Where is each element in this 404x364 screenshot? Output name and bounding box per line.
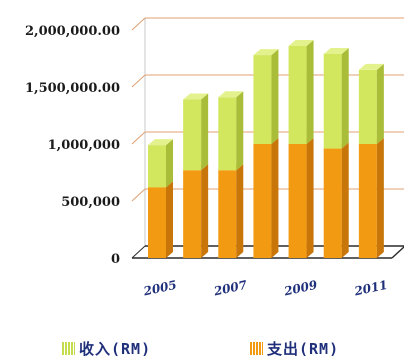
bar-income-2010	[323, 47, 349, 149]
bar-income-2007-side	[236, 91, 244, 171]
bar-income-2006-side	[201, 93, 209, 171]
x-axis-ticks: 2005 2007 2009 2011	[141, 278, 388, 299]
bar-expense-2010-front	[323, 148, 342, 258]
bar-expense-2008	[253, 138, 279, 258]
legend-item-income: 收入(RM)	[62, 338, 151, 359]
bar-expense-2006-side	[201, 164, 209, 258]
x-tick-label: 2009	[282, 278, 319, 299]
bar-expense-2009-front	[288, 144, 307, 258]
bar-income-2008-front	[253, 55, 272, 144]
bar-expense-2011-side	[376, 138, 384, 258]
chart-bars	[148, 39, 384, 258]
bar-income-2009-top	[288, 39, 314, 46]
y-tick-label: 500,000	[61, 195, 120, 210]
gridline-depth	[131, 17, 146, 31]
x-tick-label: 2005	[141, 278, 178, 299]
legend-item-expense: 支出(RM)	[250, 338, 339, 359]
y-tick-label: 1,000,000	[48, 138, 120, 153]
y-axis-ticks: 0 500,000 1,000,000 1,500,000.00 2,000,000.0…	[25, 24, 120, 267]
bar-expense-2011-front	[358, 144, 377, 258]
legend-label-income: 收入(RM)	[79, 340, 152, 358]
bar-expense-2007-front	[218, 170, 237, 258]
floor-right-edge	[391, 245, 404, 259]
legend-swatch-income	[62, 342, 75, 355]
gridline-depth	[131, 245, 146, 259]
bar-expense-2010-side	[341, 142, 349, 258]
y-tick-label: 2,000,000.00	[25, 24, 120, 39]
bar-income-2010-front	[323, 53, 342, 149]
gridline-depth	[131, 131, 146, 145]
bar-income-2006	[183, 93, 209, 171]
bar-income-2005-top	[148, 139, 173, 146]
legend-label-expense: 支出(RM)	[267, 340, 340, 358]
bar-income-2006-top	[183, 93, 209, 100]
x-tick-label: 2007	[212, 278, 249, 299]
bar-income-2007-top	[218, 91, 244, 98]
bar-income-2005-front	[148, 145, 166, 188]
bar-expense-2007	[218, 164, 244, 258]
bar-expense-2005-side	[166, 181, 173, 258]
legend-swatch-expense	[250, 342, 263, 355]
bar-expense-2006-front	[183, 170, 202, 258]
chart-legend: 收入(RM) 支出(RM)	[0, 338, 404, 360]
bar-expense-2009-side	[306, 138, 314, 258]
bar-income-2008-top	[253, 49, 279, 56]
bar-income-2009-side	[306, 39, 314, 144]
bar-expense-2008-side	[271, 138, 279, 258]
y-tick-label: 1,500,000.00	[25, 81, 120, 96]
bar-expense-2005-front	[148, 187, 166, 258]
bar-income-2006-front	[183, 99, 202, 171]
bar-income-2009	[288, 39, 314, 144]
bar-income-2008	[253, 49, 279, 144]
bar-expense-2006	[183, 164, 209, 258]
bar-income-2005	[148, 139, 173, 188]
bar-income-2007-front	[218, 97, 237, 171]
bar-expense-2011	[358, 138, 384, 258]
bar-income-2007	[218, 91, 244, 171]
bar-income-2011	[358, 63, 384, 144]
bar-income-2011-front	[358, 69, 377, 144]
gridline-depth	[131, 188, 146, 202]
bar-expense-2005	[148, 181, 173, 258]
bar-income-2011-top	[358, 63, 384, 70]
x-tick-label: 2011	[352, 278, 389, 299]
bar-expense-2009	[288, 138, 314, 258]
bar-income-2010-top	[323, 47, 349, 54]
bar-income-2009-front	[288, 45, 307, 144]
bar-income-2005-side	[166, 139, 173, 188]
bar-expense-2008-front	[253, 144, 272, 258]
gridline-depth	[131, 74, 146, 88]
bar-income-2011-side	[376, 63, 384, 144]
bar-income-2010-side	[341, 47, 349, 149]
bar-expense-2010	[323, 142, 349, 258]
bar-income-2008-side	[271, 49, 279, 144]
bar-expense-2007-side	[236, 164, 244, 258]
y-tick-label: 0	[111, 252, 120, 267]
